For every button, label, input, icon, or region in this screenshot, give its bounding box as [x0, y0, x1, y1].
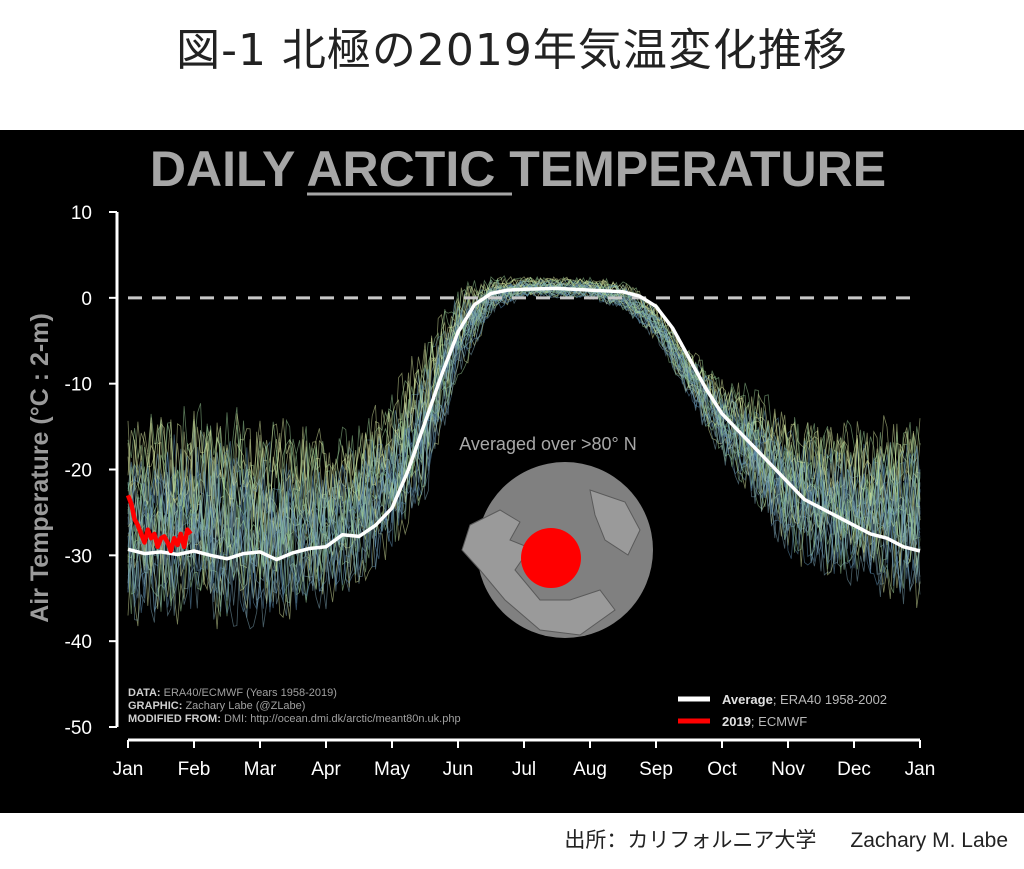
svg-text:Average; ERA40 1958-2002: Average; ERA40 1958-2002 — [722, 692, 887, 707]
y-tick-label: -10 — [65, 375, 92, 396]
region-marker — [521, 528, 581, 588]
landmass-shape — [461, 509, 616, 636]
x-tick-label: Nov — [771, 759, 805, 780]
landmass-shape-2 — [589, 489, 641, 556]
y-tick-label: 0 — [81, 289, 92, 310]
x-tick-label: Dec — [837, 759, 871, 780]
x-tick-label: Jun — [443, 759, 474, 780]
x-tick-label: Jan — [905, 759, 936, 780]
source-label: 出所：カリフォルニア大学 — [564, 828, 817, 852]
svg-text:DATA: ERA40/ECMWF (Years 1958-: DATA: ERA40/ECMWF (Years 1958-2019) — [128, 687, 337, 699]
chart-title: DAILY ARCTIC TEMPERATURE — [150, 141, 886, 197]
x-tick-label: Jan — [113, 759, 144, 780]
y-tick-label: -30 — [65, 546, 92, 567]
chart-title-arctic: ARCTIC — [306, 141, 495, 197]
x-tick-label: Mar — [244, 759, 277, 780]
x-tick-label: Apr — [311, 759, 341, 780]
axes-layer: 10 0 -10 -20 -30 -40 -50 Jan Feb Mar Apr May Jun Jul A… — [65, 203, 936, 780]
historical-year-line — [127, 277, 921, 523]
svg-text:MODIFIED FROM: DMI: http://oce: MODIFIED FROM: DMI: http://ocean.dmi.dk/… — [128, 713, 461, 725]
x-tick-label: Oct — [707, 759, 737, 780]
inset-label: Averaged over >80° N — [459, 434, 636, 454]
x-tick-label: Aug — [573, 759, 607, 780]
y-axis-label: Air Temperature (°C : 2-m) — [26, 313, 54, 623]
series-layer — [125, 286, 921, 562]
average-series-line — [127, 286, 921, 562]
y-tick-label: -40 — [65, 632, 92, 653]
x-tick-label: May — [374, 759, 410, 780]
x-tick-label: Sep — [639, 759, 673, 780]
chart-panel: DAILY ARCTIC TEMPERATURE Air Temperature… — [0, 130, 1024, 813]
legend: Average; ERA40 1958-2002 2019; ECMWF — [678, 692, 887, 729]
page-title: 図-1 北極の2019年気温変化推移 — [176, 25, 848, 76]
data-credits: DATA: ERA40/ECMWF (Years 1958-2019) GRAP… — [128, 687, 461, 725]
source-line: 出所：カリフォルニア大学 Zachary M. Labe — [564, 824, 1008, 854]
inset-map: Averaged over >80° N — [459, 434, 653, 638]
historical-year-line — [127, 283, 921, 572]
historical-year-line — [127, 284, 921, 581]
y-tick-label: -20 — [65, 461, 92, 482]
series-2019-line — [125, 494, 193, 554]
svg-text:2019; ECMWF: 2019; ECMWF — [722, 714, 807, 729]
temperature-chart: DAILY ARCTIC TEMPERATURE Air Temperature… — [26, 141, 936, 780]
y-tick-label: 10 — [71, 203, 92, 224]
svg-text:GRAPHIC: Zachary Labe (@ZLabe): GRAPHIC: Zachary Labe (@ZLabe) — [128, 700, 305, 712]
historical-year-line — [127, 277, 921, 521]
x-tick-label: Jul — [512, 759, 536, 780]
historical-year-line — [127, 279, 921, 541]
y-tick-label: -50 — [65, 718, 92, 739]
x-tick-label: Feb — [178, 759, 211, 780]
source-author: Zachary M. Labe — [850, 829, 1008, 852]
historical-year-line — [127, 277, 921, 523]
